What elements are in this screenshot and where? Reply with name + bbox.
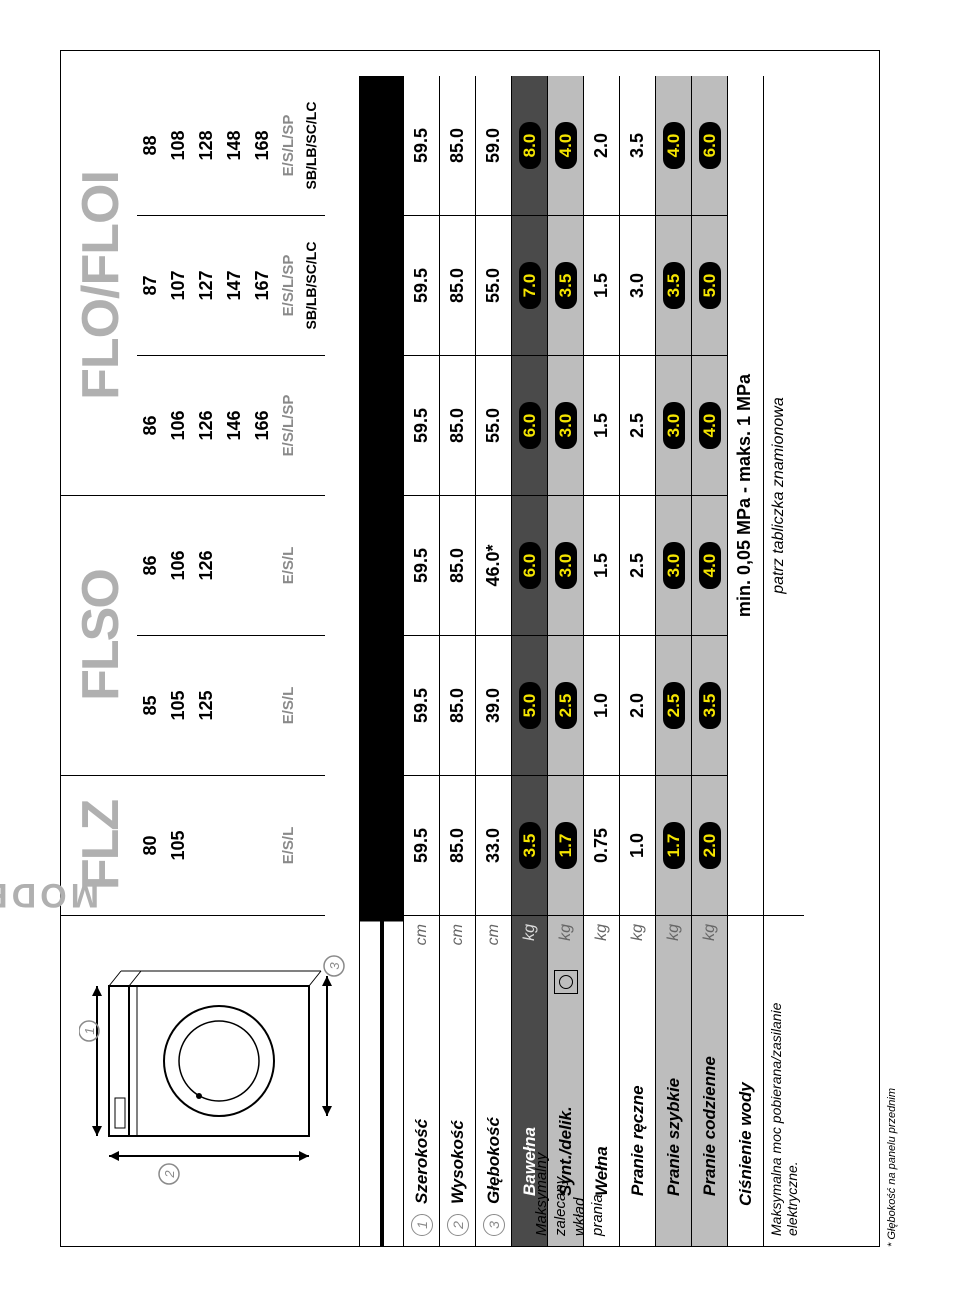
val: 1.0: [619, 776, 655, 916]
variant-flo-a: E/S/L/SP: [276, 356, 301, 496]
models-flz: 80 105: [137, 776, 276, 916]
variant-flso-b: E/S/L: [276, 496, 301, 636]
dryer-icon: [554, 970, 578, 994]
val: 85.0: [439, 216, 475, 356]
footnote: * Głębokość na panelu przednim: [886, 50, 898, 1247]
variant-flo-c: E/S/L/SP: [276, 76, 301, 216]
row-width-label: 1 Szerokość cm: [403, 916, 439, 1246]
svg-text:2: 2: [162, 1170, 177, 1179]
val: 59.0: [475, 76, 511, 216]
val: 85.0: [439, 776, 475, 916]
val: 2.0: [699, 822, 721, 870]
val: 59.5: [403, 356, 439, 496]
val: 59.5: [403, 76, 439, 216]
val: 3.5: [699, 682, 721, 730]
val: 55.0: [475, 356, 511, 496]
val: 85.0: [439, 356, 475, 496]
val: 1.7: [555, 822, 577, 870]
arrow-separator: [359, 76, 403, 1246]
val: 3.0: [663, 542, 685, 590]
val: 3.5: [619, 76, 655, 216]
val: 2.0: [619, 636, 655, 776]
row-hand-label: Pranie ręczne kg: [619, 916, 655, 1246]
val: 5.0: [699, 262, 721, 310]
val: 2.5: [555, 682, 577, 730]
val: 59.5: [403, 636, 439, 776]
val: 6.0: [519, 402, 541, 450]
row-height-label: 2 Wysokość cm: [439, 916, 475, 1246]
variant-flso-a: E/S/L: [276, 636, 301, 776]
val: 3.5: [663, 262, 685, 310]
val: 7.0: [519, 262, 541, 310]
variant-flo-b: E/S/L/SP: [276, 216, 301, 356]
power-value: patrz tabliczka znamionowa: [763, 76, 804, 916]
val: 2.5: [619, 356, 655, 496]
val: 8.0: [519, 122, 541, 170]
models-flo-a: 86 106 126 146 166: [137, 356, 276, 496]
val: 1.5: [583, 496, 619, 636]
val: 4.0: [699, 542, 721, 590]
val: 3.0: [555, 542, 577, 590]
val: 6.0: [699, 122, 721, 170]
row-quick-label: Pranie szybkie kg: [655, 916, 691, 1246]
val: 5.0: [519, 682, 541, 730]
max-load-label: Maksymalny zalecany wkład prania: [533, 1126, 608, 1236]
pressure-value: min. 0,05 MPa - maks. 1 MPa: [727, 76, 763, 916]
row-depth-label: 3 Głębokość cm: [475, 916, 511, 1246]
val: 1.5: [583, 356, 619, 496]
val: 2.5: [619, 496, 655, 636]
models-flso-a: 85 105 125: [137, 636, 276, 776]
models-flso-b: 86 106 126: [137, 496, 276, 636]
val: 33.0: [475, 776, 511, 916]
val: 55.0: [475, 216, 511, 356]
diagram-cell: 1 2: [61, 916, 359, 1246]
val: 1.5: [583, 216, 619, 356]
val: 3.0: [619, 216, 655, 356]
val: 59.5: [403, 776, 439, 916]
val: 1.0: [583, 636, 619, 776]
val: 85.0: [439, 496, 475, 636]
val: 59.5: [403, 496, 439, 636]
val: 59.5: [403, 216, 439, 356]
row-daily-label: Pranie codzienne kg: [691, 916, 727, 1246]
row-power-label: Maksymalna moc pobierana/zasilanie elekt…: [763, 916, 804, 1246]
row-pressure-label: Ciśnienie wody: [727, 916, 763, 1246]
val: 39.0: [475, 636, 511, 776]
val: 6.0: [519, 542, 541, 590]
val: 85.0: [439, 636, 475, 776]
subvariant-flo-c: SB/LB/SC/LC: [301, 76, 325, 216]
washer-diagram: 1 2: [79, 926, 359, 1236]
val: 2.5: [663, 682, 685, 730]
brand-flso: FLSO: [61, 496, 137, 776]
val: 4.0: [663, 122, 685, 170]
val: 46.0*: [475, 496, 511, 636]
val: 3.0: [555, 402, 577, 450]
models-flo-b: 87 107 127 147 167: [137, 216, 276, 356]
val: 85.0: [439, 76, 475, 216]
model-label: MODEL: [0, 875, 99, 914]
val: 4.0: [555, 122, 577, 170]
val: 2.0: [583, 76, 619, 216]
svg-text:1: 1: [82, 1027, 97, 1034]
variant-flz: E/S/L: [276, 776, 301, 916]
brand-flo: FLO/FLOI: [61, 76, 137, 496]
models-flo-c: 88 108 128 148 168: [137, 76, 276, 216]
spec-table: MODEL: [60, 50, 880, 1247]
val: 1.7: [663, 822, 685, 870]
val: 3.0: [663, 402, 685, 450]
val: 0.75: [583, 776, 619, 916]
val: 4.0: [699, 402, 721, 450]
svg-text:3: 3: [327, 962, 342, 970]
subvariant-flo-b: SB/LB/SC/LC: [301, 216, 325, 356]
val: 3.5: [519, 822, 541, 870]
val: 3.5: [555, 262, 577, 310]
